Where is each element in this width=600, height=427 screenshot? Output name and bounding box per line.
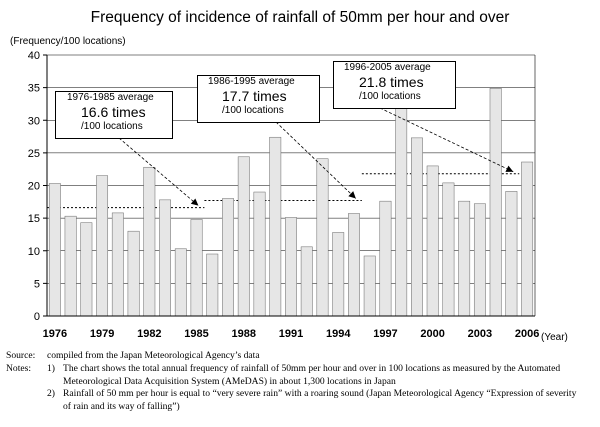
- bar-1979: [96, 175, 109, 317]
- bar-1977: [64, 215, 77, 317]
- bar-1995: [348, 213, 360, 317]
- callout-arrows: [118, 107, 514, 206]
- note-line: of rain and its way of falling”): [63, 400, 180, 412]
- bar-1983: [159, 199, 171, 317]
- average-callout-1976-1985: 1976-1985 average 16.6 times /100 locati…: [55, 91, 173, 139]
- bar-2005: [505, 191, 518, 317]
- y-tick-label: 10: [28, 246, 40, 258]
- x-tick-label: 1982: [137, 328, 161, 340]
- y-tick-label: 40: [28, 50, 40, 62]
- y-tick-label: 5: [34, 278, 40, 290]
- bar-1980: [111, 212, 124, 317]
- callout-arrow-1986-1995: [275, 121, 357, 199]
- x-tick-label: 2003: [468, 328, 492, 340]
- note-line: The chart shows the total annual frequen…: [63, 363, 561, 374]
- x-tick-label: 1994: [326, 328, 351, 340]
- bar-1984: [174, 248, 187, 317]
- callout-unit: /100 locations: [81, 120, 143, 132]
- bar-2003: [473, 203, 486, 317]
- arrowhead-1996-2005: [505, 165, 514, 172]
- bar-2000: [426, 165, 439, 317]
- bar-1987: [222, 198, 234, 317]
- y-tick-label: 30: [28, 115, 40, 127]
- note-line: Meteorological Data Acquisition System (…: [63, 375, 396, 387]
- note-number: 1): [47, 363, 55, 374]
- bar-1985: [190, 219, 203, 317]
- x-tick-label: 1997: [373, 328, 397, 340]
- callout-period: 1996-2005 average: [344, 62, 431, 73]
- bar-1988: [237, 156, 250, 317]
- y-tick-label: 0: [34, 311, 40, 323]
- average-callout-1986-1995: 1986-1995 average 17.7 times /100 locati…: [197, 75, 320, 123]
- x-tick-label: 2000: [420, 328, 444, 340]
- bar-chart: (Frequency/100 locations) 0 5 10 15 20 25 30 35…: [10, 36, 568, 343]
- bar-2004: [489, 88, 502, 317]
- x-tick-label: 1976: [43, 328, 67, 340]
- callout-unit: /100 locations: [359, 90, 421, 102]
- bar-1994: [332, 232, 345, 317]
- y-tick-label: 35: [28, 83, 40, 95]
- x-tick-label: 1991: [279, 328, 303, 340]
- note-line: Rainfall of 50 mm per hour is equal to “…: [63, 388, 577, 400]
- bar-1993: [316, 158, 329, 317]
- bar-1996: [363, 255, 376, 317]
- callout-arrow-1976-1985: [118, 137, 199, 206]
- x-tick-label: 1985: [184, 328, 208, 340]
- callout-value: 17.7 times: [222, 88, 287, 104]
- x-tick-labels: 1976 1979 1982 1985 1988 1991 1994 1997 2000 2003…: [43, 328, 540, 340]
- bar-2002: [458, 200, 471, 317]
- bar-1997: [379, 200, 392, 317]
- note-number: 2): [47, 388, 55, 400]
- bar-1982: [143, 166, 156, 317]
- average-callout-1996-2005: 1996-2005 average 21.8 times /100 locati…: [333, 61, 456, 109]
- bar-1976: [48, 183, 61, 317]
- callout-period: 1976-1985 average: [67, 92, 154, 103]
- source-text: compiled from the Japan Meteorological A…: [47, 350, 260, 361]
- arrowhead-1976-1985: [190, 198, 199, 206]
- bar-1981: [127, 230, 140, 317]
- y-tick-label: 15: [28, 213, 40, 225]
- bar-1992: [300, 246, 313, 317]
- bar-1989: [253, 191, 266, 317]
- y-axis-label: (Frequency/100 locations): [10, 36, 126, 47]
- x-tick-label: 1988: [232, 328, 256, 340]
- bar-1990: [269, 136, 282, 317]
- bar-1978: [80, 222, 93, 317]
- callout-unit: /100 locations: [222, 104, 284, 116]
- arrowhead-1986-1995: [348, 191, 356, 199]
- callout-value: 21.8 times: [359, 74, 424, 90]
- axes: [43, 54, 536, 317]
- bar-1991: [285, 217, 297, 317]
- notes-label: Notes:: [6, 363, 32, 374]
- bar-2006: [521, 161, 534, 317]
- notes-block: Notes: 1) The chart shows the total annu…: [6, 363, 596, 423]
- x-tick-label: 1979: [90, 328, 114, 340]
- bar-2001: [442, 182, 455, 317]
- callout-value: 16.6 times: [81, 104, 146, 120]
- chart-title: Frequency of incidence of rainfall of 50…: [90, 9, 510, 26]
- x-axis-label: (Year): [541, 332, 568, 343]
- y-tick-label: 25: [28, 148, 40, 160]
- source-note: Source: compiled from the Japan Meteorol…: [6, 350, 596, 363]
- x-tick-label: 2006: [515, 328, 539, 340]
- bar-1986: [206, 253, 219, 317]
- bar-1999: [411, 137, 423, 317]
- y-tick-label: 20: [28, 181, 40, 193]
- callout-period: 1986-1995 average: [208, 76, 295, 87]
- y-tick-labels: 0 5 10 15 20 25 30 35 40: [28, 50, 40, 323]
- bar-1998: [395, 108, 408, 317]
- source-label: Source:: [6, 350, 36, 361]
